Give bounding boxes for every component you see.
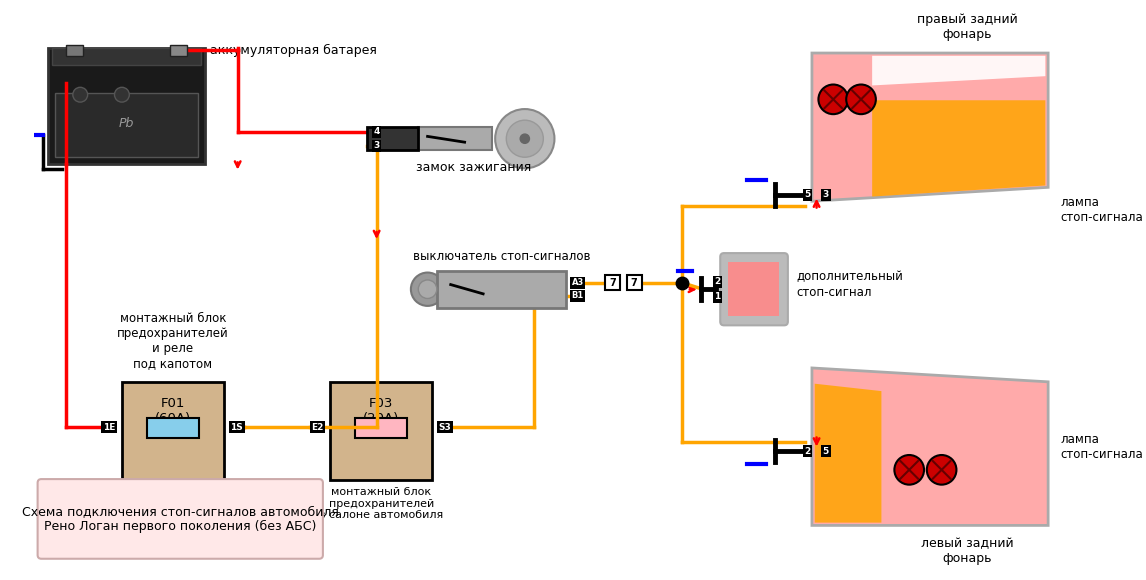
Polygon shape	[813, 53, 1049, 201]
Text: Схема подключения стоп-сигналов автомобиля
Рено Логан первого поколения (без АБС: Схема подключения стоп-сигналов автомоби…	[22, 505, 339, 533]
Text: Pb: Pb	[119, 117, 134, 130]
Bar	[53, 48, 201, 65]
Circle shape	[507, 120, 543, 157]
Text: лампа
стоп-сигнала: лампа стоп-сигнала	[1060, 433, 1143, 461]
Text: замок зажигания: замок зажигания	[416, 161, 532, 175]
Text: 1S: 1S	[230, 423, 243, 432]
Text: 1E: 1E	[103, 423, 115, 432]
Text: S3: S3	[439, 423, 452, 432]
Bar	[437, 271, 566, 308]
Bar	[55, 93, 198, 157]
Text: 5: 5	[823, 447, 829, 456]
Bar	[48, 48, 205, 164]
Bar	[605, 276, 620, 290]
Text: левый задний
фонарь: левый задний фонарь	[920, 538, 1013, 566]
Circle shape	[115, 88, 129, 102]
Bar	[418, 127, 493, 150]
Bar	[170, 45, 187, 56]
Text: лампа
стоп-сигнала: лампа стоп-сигнала	[1060, 197, 1143, 224]
Text: 4: 4	[374, 127, 379, 136]
Polygon shape	[815, 384, 881, 523]
Circle shape	[73, 88, 87, 102]
Circle shape	[894, 455, 924, 485]
Circle shape	[846, 85, 876, 114]
Text: монтажный блок
предохранителей
в салоне автомобиля: монтажный блок предохранителей в салоне …	[319, 487, 444, 520]
Polygon shape	[813, 368, 1049, 525]
Circle shape	[495, 109, 555, 168]
Text: F03
(20А): F03 (20А)	[363, 397, 399, 425]
Text: B1: B1	[572, 291, 583, 300]
Text: 2: 2	[714, 277, 721, 287]
Text: правый задний
фонарь: правый задний фонарь	[917, 13, 1018, 41]
Bar	[147, 418, 198, 438]
Text: 3: 3	[823, 190, 829, 200]
Bar	[368, 127, 418, 150]
Text: 1: 1	[714, 292, 721, 301]
Text: 7: 7	[630, 278, 637, 288]
Bar	[66, 45, 83, 56]
FancyBboxPatch shape	[720, 253, 787, 325]
Text: аккумуляторная батарея: аккумуляторная батарея	[210, 44, 377, 57]
Bar	[627, 276, 642, 290]
Circle shape	[818, 85, 848, 114]
Text: 5: 5	[804, 190, 810, 200]
Circle shape	[411, 273, 445, 306]
Bar	[355, 418, 407, 438]
Text: F01
(60А): F01 (60А)	[155, 397, 191, 425]
Bar	[728, 262, 778, 316]
FancyBboxPatch shape	[38, 479, 323, 559]
Polygon shape	[872, 100, 1045, 197]
Text: E2: E2	[312, 423, 323, 432]
Polygon shape	[872, 56, 1045, 85]
Circle shape	[418, 280, 437, 299]
Text: 7: 7	[610, 278, 617, 288]
Text: дополнительный
стоп-сигнал: дополнительный стоп-сигнал	[796, 271, 903, 299]
Text: выключатель стоп-сигналов: выключатель стоп-сигналов	[413, 251, 590, 263]
Text: монтажный блок
предохранителей
и реле
под капотом: монтажный блок предохранителей и реле по…	[117, 313, 229, 371]
Text: A3: A3	[572, 278, 583, 287]
Text: 3: 3	[374, 141, 379, 150]
Text: 2: 2	[804, 447, 810, 456]
Circle shape	[520, 134, 529, 143]
Circle shape	[927, 455, 957, 485]
Bar	[121, 382, 223, 480]
Bar	[330, 382, 432, 480]
